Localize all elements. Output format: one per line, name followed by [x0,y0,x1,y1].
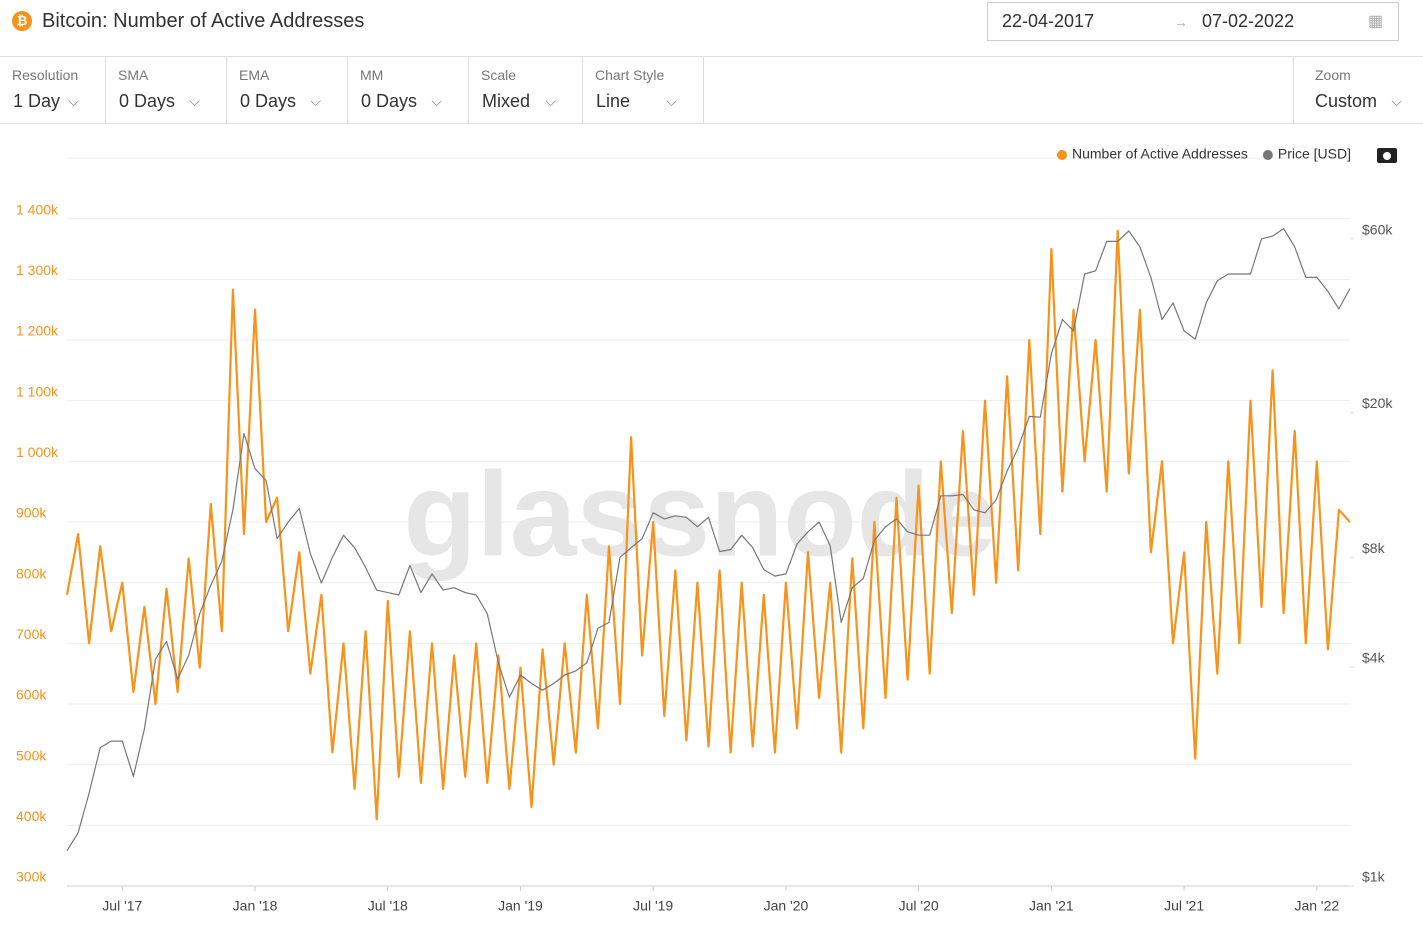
legend-label[interactable]: Price [USD] [1278,146,1351,162]
y2-tick-label: $1k [1362,869,1386,885]
control[interactable]: Resolution 1 Day ⌵ [0,57,106,123]
y-tick-label: 800k [16,565,47,581]
legend-marker [1057,150,1067,160]
x-tick-label: Jan '21 [1029,898,1074,914]
x-tick-label: Jul '21 [1164,898,1204,914]
date-from[interactable]: 22-04-2017 [1002,11,1095,31]
chevron: ⌵ [545,93,556,109]
y2-tick-label: $60k [1362,221,1393,237]
chevron: ⌵ [1391,93,1402,109]
control-label: Zoom [1315,67,1351,83]
control[interactable]: Scale Mixed ⌵ [469,57,583,123]
y2-tick-label: $4k [1362,650,1386,666]
y-tick-label: 1 000k [16,444,59,460]
watermark: glassnode [403,448,997,582]
y-tick-label: 600k [16,687,47,703]
chevron: ⌵ [431,93,442,109]
control-value[interactable]: Custom [1315,91,1378,111]
y2-tick-label: $20k [1362,395,1393,411]
control[interactable]: Zoom Custom ⌵ [1293,57,1423,123]
header: ₿ Bitcoin: Number of Active Addresses 22… [0,0,1423,57]
x-tick-label: Jul '19 [633,898,673,914]
control-label: Scale [481,67,517,83]
control-label: EMA [239,67,270,83]
x-tick-label: Jan '19 [498,898,543,914]
x-tick-label: Jan '22 [1294,898,1339,914]
y-tick-label: 1 400k [16,201,59,217]
y-tick-label: 700k [16,626,47,642]
x-tick-label: Jan '18 [233,898,278,914]
control-value[interactable]: 0 Days [119,91,176,111]
x-tick-label: Jul '20 [899,898,939,914]
y-tick-label: 900k [16,505,47,521]
y-tick-label: 1 300k [16,262,59,278]
control-label: MM [360,67,384,83]
chevron: ⌵ [310,93,321,109]
chart: glassnode 300k 400k 500k 600k 700k 800k 900k 1 … [16,146,1397,914]
y-tick-label: 1 200k [16,323,59,339]
arrow: → [1174,14,1188,30]
control-label: SMA [118,67,149,83]
date-range[interactable]: 22-04-2017 → 07-02-2022 ▦ [987,2,1399,41]
chevron: ⌵ [189,93,200,109]
page-title: Bitcoin: Number of Active Addresses [42,10,365,32]
y-tick-label: 1 100k [16,383,59,399]
y-tick-label: 300k [16,869,47,885]
control[interactable]: MM 0 Days ⌵ [348,57,469,123]
x-tick-label: Jan '20 [764,898,809,914]
control-value[interactable]: Mixed [482,91,531,111]
legend-label[interactable]: Number of Active Addresses [1072,146,1248,162]
control[interactable]: Chart Style Line ⌵ [583,57,704,123]
control-value[interactable]: 0 Days [361,91,418,111]
control-label: Chart Style [595,67,665,83]
series-line [66,228,1351,852]
chevron: ⌵ [68,93,79,109]
control-value[interactable]: 0 Days [240,91,297,111]
camera-lens [1383,152,1391,160]
y-tick-label: 500k [16,747,47,763]
date-to[interactable]: 07-02-2022 [1202,11,1295,31]
control-value[interactable]: Line [596,91,631,111]
control[interactable]: SMA 0 Days ⌵ [106,57,227,123]
x-tick-label: Jul '18 [368,898,408,914]
y-tick-label: 400k [16,808,47,824]
x-tick-label: Jul '17 [102,898,142,914]
bitcoin-icon: ₿ [12,11,32,31]
chevron: ⌵ [666,93,677,109]
toolbar: Resolution 1 Day ⌵ SMA 0 Days ⌵ EMA 0 Days ⌵ MM 0 … [0,57,1423,124]
control[interactable]: EMA 0 Days ⌵ [227,57,348,123]
legend-marker [1262,150,1273,160]
control-label: Resolution [12,67,79,83]
y2-tick-label: $8k [1362,540,1386,556]
calendar-icon[interactable]: ▦ [1368,13,1384,30]
series-line [65,229,1351,821]
control-value[interactable]: 1 Day [13,91,61,111]
